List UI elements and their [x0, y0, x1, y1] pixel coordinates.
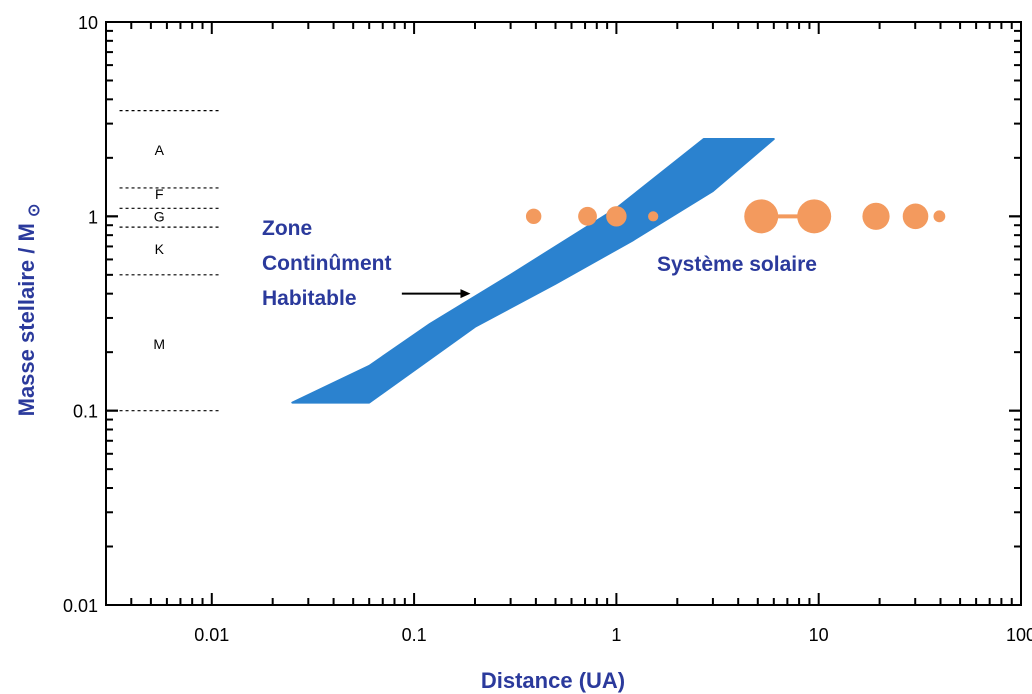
- axis-ticks: 0.01 0.1 1 10 100 0.01 0.1 1 10: [63, 13, 1032, 645]
- hz-arrow-head: [460, 289, 471, 299]
- spectral-label: M: [153, 336, 165, 352]
- x-tick-label: 0.01: [194, 625, 229, 645]
- plot-border: [105, 21, 1022, 606]
- planet-dot: [578, 206, 597, 226]
- planet-dot: [797, 199, 832, 234]
- x-tick-label: 10: [809, 625, 829, 645]
- solar-system: [525, 199, 946, 234]
- spectral-types: A FG K M: [119, 110, 221, 412]
- y-tick-label: 10: [78, 13, 98, 33]
- x-tick-label: 0.1: [402, 625, 427, 645]
- y-tick-label: 1: [88, 207, 98, 227]
- spectral-label: G: [154, 208, 165, 224]
- y-tick-label: 0.01: [63, 596, 98, 616]
- spectral-label: A: [155, 142, 165, 158]
- x-tick-label: 1: [611, 625, 621, 645]
- spectral-label: F: [155, 186, 164, 202]
- planet-dot: [648, 211, 659, 222]
- habitable-zone: [291, 138, 775, 404]
- spectral-label: K: [155, 241, 165, 257]
- y-tick-label: 0.1: [73, 402, 98, 422]
- planet-dot: [606, 206, 627, 227]
- y-axis-title: Masse stellaire / M ⊙: [14, 204, 43, 417]
- planet-dot: [862, 202, 890, 230]
- x-tick-label: 100: [1006, 625, 1032, 645]
- hz-label-line-3: Habitable: [262, 287, 357, 310]
- habitable-zone-band: [291, 138, 775, 404]
- x-axis-title: Distance (UA): [481, 668, 625, 693]
- hz-label-line-2: Continûment: [262, 252, 391, 275]
- svg-text:Masse stellaire / M ⊙: Masse stellaire / M ⊙: [14, 204, 43, 417]
- planet-dot: [933, 210, 946, 223]
- planet-dot: [744, 199, 779, 234]
- solar-system-label: Système solaire: [657, 253, 817, 276]
- planet-dot: [525, 208, 542, 225]
- sun-symbol: ⊙: [26, 204, 43, 217]
- planet-dot: [902, 203, 929, 230]
- plot-frame: [105, 21, 1022, 606]
- y-axis-title-text: Masse stellaire / M: [14, 223, 39, 416]
- hz-label-line-1: Zone: [262, 217, 312, 240]
